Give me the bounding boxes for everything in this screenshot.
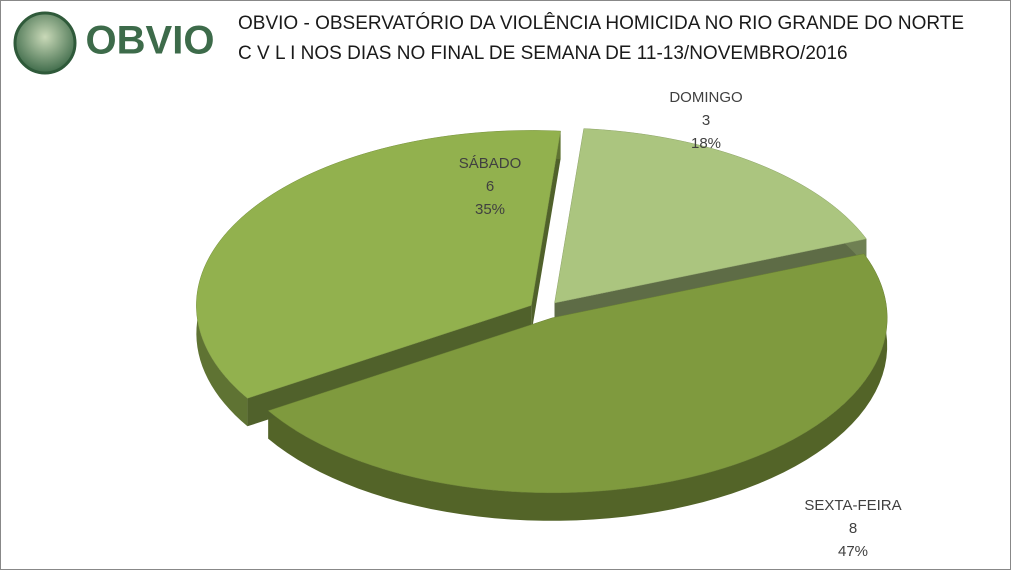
slice <box>554 128 867 304</box>
data-label-category: DOMINGO <box>669 89 742 106</box>
data-label-value: 3 <box>702 112 710 129</box>
data-label-value: 6 <box>486 178 494 195</box>
slice <box>196 130 561 399</box>
data-label-category: SEXTA-FEIRA <box>804 497 901 514</box>
logo-emblem <box>13 11 77 75</box>
data-label-value: 8 <box>849 520 857 537</box>
slice <box>267 253 888 494</box>
chart-subtitle: C V L I NOS DIAS NO FINAL DE SEMANA DE 1… <box>238 43 848 64</box>
data-label-percent: 35% <box>475 201 505 218</box>
data-label-percent: 47% <box>838 543 868 560</box>
slice-cut-face <box>531 131 561 334</box>
data-label-category: SÁBADO <box>459 155 522 172</box>
chart-title: OBVIO - OBSERVATÓRIO DA VIOLÊNCIA HOMICI… <box>238 12 964 34</box>
data-label-percent: 18% <box>691 135 721 152</box>
logo-text: OBVIO <box>86 19 215 63</box>
